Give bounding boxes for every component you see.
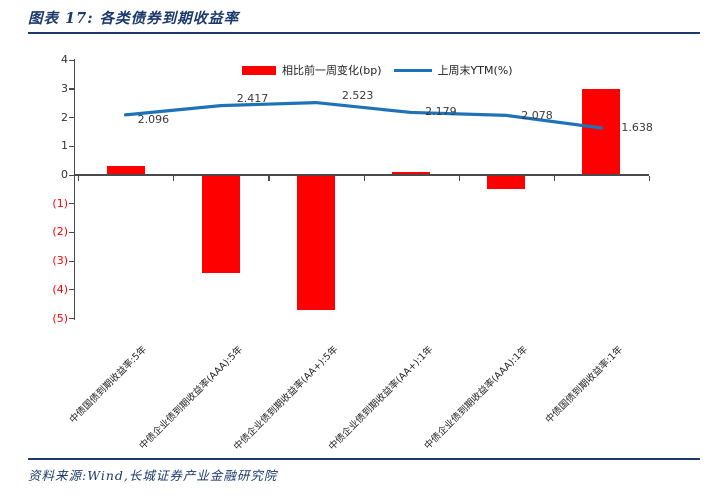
x-axis-tick: [649, 176, 651, 181]
x-axis-tick: [553, 176, 556, 181]
x-category-label-4: 中债企业债到期收益率(AAA):1年: [422, 344, 531, 452]
y-axis-tick: [69, 117, 75, 119]
x-category-label-3: 中债企业债到期收益率(AA+):1年: [326, 344, 435, 453]
x-category-label-0: 中债国债到期收益率:5年: [67, 344, 150, 426]
x-category-label-5: 中债国债到期收益率:1年: [543, 344, 626, 426]
line-point-label-3: 2.179: [425, 105, 457, 119]
line-point-label-5: 1.638: [621, 120, 653, 134]
line-series-swatch-icon: [393, 68, 432, 72]
line-point-label-4: 2.078: [521, 109, 553, 123]
y-axis-tick: [69, 260, 75, 262]
y-axis-tick-label: (4): [52, 282, 68, 296]
chart-legend: 相比前一周变化(bp) 上周末YTM(%): [242, 62, 513, 78]
y-axis-tick: [69, 174, 75, 176]
x-category-label-1: 中债企业债到期收益率(AAA):5年: [137, 344, 245, 452]
y-axis-tick-label: (3): [52, 254, 68, 268]
x-axis-zero-line: [75, 174, 649, 176]
y-axis-tick: [69, 231, 75, 234]
x-axis-tick: [363, 176, 365, 181]
bar-series-legend-label: 相比前一周变化(bp): [282, 64, 382, 77]
y-axis-tick: [69, 59, 75, 61]
x-axis-tick: [458, 176, 460, 181]
bar-3: [392, 172, 431, 175]
bond-yield-combo-chart: 4 3 2 1 0 (1) (2) (3) (4) (5) 2.096 2.417 2.523 2.179…: [0, 40, 727, 460]
line-point-label-0: 2.096: [137, 112, 170, 126]
bar-4: [487, 175, 526, 190]
bar-2: [296, 175, 335, 310]
x-axis-tick: [78, 176, 80, 181]
y-axis-tick: [69, 88, 75, 90]
bar-0: [106, 166, 145, 175]
figure-title: 图表 17: 各类债券到期收益率: [28, 10, 240, 27]
y-axis-tick-label: 4: [61, 53, 68, 67]
bar-5: [582, 88, 621, 175]
y-axis-tick-label: 2: [61, 110, 68, 124]
line-point-label-2: 2.523: [341, 88, 374, 102]
x-axis-tick: [268, 176, 270, 181]
y-axis-tick-label: 0: [61, 168, 68, 181]
y-axis-tick-label: (2): [52, 225, 68, 239]
line-series-legend-label: 上周末YTM(%): [437, 64, 513, 77]
y-axis-tick-label: 1: [61, 139, 68, 153]
y-axis-tick: [69, 318, 75, 320]
bar-series-swatch-icon: [242, 65, 276, 75]
footer-rule: [28, 458, 700, 460]
y-axis-tick: [69, 145, 75, 147]
bar-1: [201, 175, 240, 273]
y-axis-tick: [69, 289, 75, 291]
source-note: 资料来源:Wind,长城证券产业金融研究院: [28, 468, 278, 483]
y-axis-tick-label: 3: [61, 81, 68, 95]
y-axis-tick-label: (5): [52, 311, 68, 325]
title-underline-rule: [28, 32, 700, 34]
y-axis-tick-label: (1): [52, 196, 68, 210]
x-category-label-2: 中债企业债到期收益率(AA+):5年: [231, 344, 340, 453]
x-axis-tick: [173, 176, 175, 181]
y-axis-tick: [69, 203, 75, 205]
y-axis-line: [73, 59, 75, 320]
line-point-label-1: 2.417: [236, 91, 269, 105]
